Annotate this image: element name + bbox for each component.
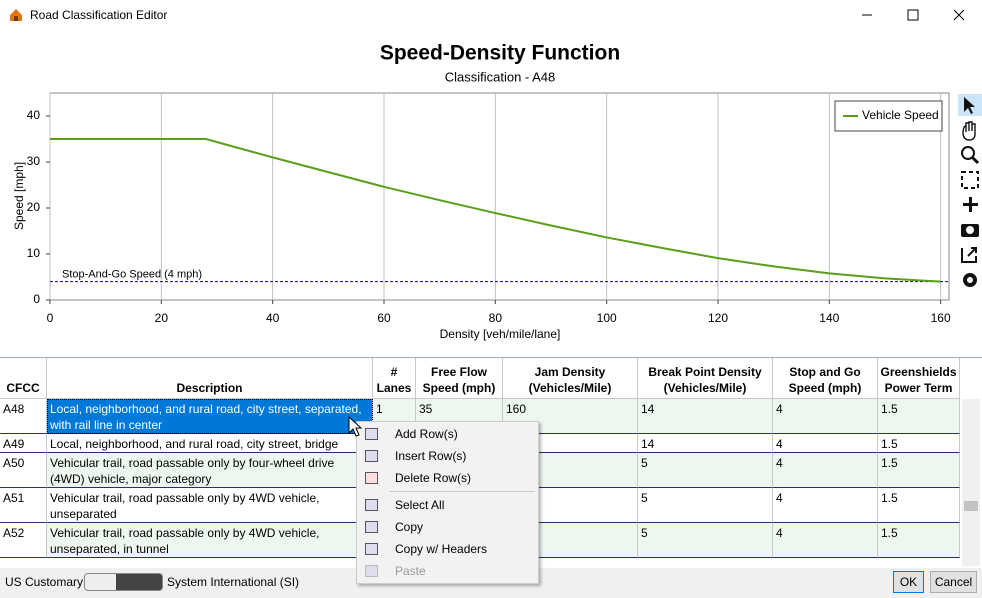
ok-button[interactable]: OK bbox=[893, 571, 924, 593]
chart-subtitle: Classification - A48 bbox=[445, 69, 556, 84]
reference-label: Stop-And-Go Speed (4 mph) bbox=[62, 269, 202, 281]
table-cell: Local, neighborhood, and rural road, cit… bbox=[47, 399, 373, 434]
series-line bbox=[50, 138, 941, 283]
column-header: CFCC bbox=[0, 358, 47, 399]
y-tick-label: 40 bbox=[27, 108, 41, 122]
menu-item[interactable]: Copy w/ Headers bbox=[395, 542, 488, 556]
table-cell: Vehicular trail, road passable only by 4… bbox=[47, 523, 373, 558]
table-cell: A48 bbox=[0, 399, 47, 434]
chart: Speed-Density Function Classification - … bbox=[0, 30, 982, 358]
menu-item[interactable]: Delete Row(s) bbox=[395, 471, 472, 485]
y-axis-label: Speed [mph] bbox=[12, 162, 26, 230]
y-tick-label: 30 bbox=[27, 154, 41, 168]
menu-icon bbox=[365, 450, 378, 462]
menu-item[interactable]: Select All bbox=[395, 498, 445, 512]
x-tick-label: 140 bbox=[819, 311, 839, 325]
table-cell: Local, neighborhood, and rural road, cit… bbox=[47, 434, 373, 453]
cancel-button[interactable]: Cancel bbox=[930, 571, 977, 593]
x-tick-label: 40 bbox=[266, 311, 280, 325]
app-icon bbox=[10, 9, 22, 21]
table-cell: Vehicular trail, road passable only by 4… bbox=[47, 488, 373, 523]
table-cell: 14 bbox=[638, 399, 773, 434]
toolbar[interactable] bbox=[958, 94, 982, 287]
table-cell: 1.5 bbox=[878, 399, 960, 434]
menu-item: Paste bbox=[395, 564, 426, 578]
menu-icon bbox=[365, 472, 378, 484]
legend-label: Vehicle Speed bbox=[862, 108, 939, 122]
column-header: Free Flow Speed (mph) bbox=[416, 358, 503, 399]
cursor bbox=[348, 416, 363, 437]
title-bar: Road Classification Editor bbox=[0, 0, 982, 30]
table-cell: 4 bbox=[773, 523, 878, 558]
table-cell: 4 bbox=[773, 488, 878, 523]
menu-icon bbox=[365, 428, 378, 440]
table-cell: 5 bbox=[638, 488, 773, 523]
x-tick-label: 120 bbox=[708, 311, 728, 325]
column-header: Description bbox=[47, 358, 373, 399]
unit-toggle[interactable] bbox=[84, 573, 163, 591]
table-cell: 1.5 bbox=[878, 453, 960, 488]
table-cell: 5 bbox=[638, 453, 773, 488]
column-header: Break Point Density (Vehicles/Mile) bbox=[638, 358, 773, 399]
menu-item[interactable]: Insert Row(s) bbox=[395, 449, 467, 463]
window-title: Road Classification Editor bbox=[30, 8, 168, 22]
table-cell: Vehicular trail, road passable only by f… bbox=[47, 453, 373, 488]
menu-icon bbox=[365, 499, 378, 511]
x-tick-label: 60 bbox=[377, 311, 391, 325]
table-cell: 4 bbox=[773, 453, 878, 488]
table-cell: A49 bbox=[0, 434, 47, 453]
unit-left-label: US Customary bbox=[5, 575, 84, 589]
table-cell: 1.5 bbox=[878, 523, 960, 558]
table-cell: A50 bbox=[0, 453, 47, 488]
menu-icon bbox=[365, 521, 378, 533]
menu-item[interactable]: Add Row(s) bbox=[395, 427, 458, 441]
table-cell: 1.5 bbox=[878, 488, 960, 523]
plot-area bbox=[49, 92, 950, 301]
column-header: Greenshields Power Term bbox=[878, 358, 960, 399]
table-cell: 5 bbox=[638, 523, 773, 558]
y-tick-label: 0 bbox=[33, 292, 40, 306]
chart-title: Speed-Density Function bbox=[380, 42, 620, 65]
x-axis-label: Density [veh/mile/lane] bbox=[440, 327, 561, 341]
table-cell: 4 bbox=[773, 399, 878, 434]
window-controls[interactable] bbox=[850, 0, 982, 30]
context-menu: Add Row(s) Insert Row(s) Delete Row(s) Sele… bbox=[356, 421, 539, 584]
table-cell: 1.5 bbox=[878, 434, 960, 453]
column-header: # Lanes bbox=[373, 358, 416, 399]
x-tick-label: 0 bbox=[47, 311, 54, 325]
x-tick-label: 80 bbox=[489, 311, 503, 325]
x-tick-label: 100 bbox=[597, 311, 617, 325]
y-tick-label: 10 bbox=[27, 246, 41, 260]
menu-item[interactable]: Copy bbox=[395, 520, 424, 534]
x-tick-label: 160 bbox=[931, 311, 951, 325]
table-cell: 14 bbox=[638, 434, 773, 453]
column-header: Jam Density (Vehicles/Mile) bbox=[503, 358, 638, 399]
scrollbar[interactable] bbox=[962, 399, 980, 566]
column-header: Stop and Go Speed (mph) bbox=[773, 358, 878, 399]
table-cell: A52 bbox=[0, 523, 47, 558]
menu-icon bbox=[365, 565, 378, 577]
x-tick-label: 20 bbox=[155, 311, 169, 325]
table-cell: A51 bbox=[0, 488, 47, 523]
menu-icon bbox=[365, 543, 378, 555]
y-tick-label: 20 bbox=[27, 200, 41, 214]
menu-separator bbox=[389, 491, 535, 492]
table-cell: 4 bbox=[773, 434, 878, 453]
unit-right-label: System International (SI) bbox=[167, 575, 300, 589]
